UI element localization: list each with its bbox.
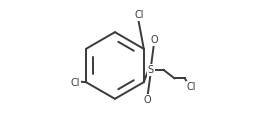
Text: Cl: Cl [186, 82, 196, 92]
Text: O: O [144, 95, 151, 105]
Text: O: O [150, 36, 158, 45]
Text: Cl: Cl [71, 78, 80, 88]
Text: Cl: Cl [135, 10, 144, 20]
Text: S: S [148, 65, 154, 75]
